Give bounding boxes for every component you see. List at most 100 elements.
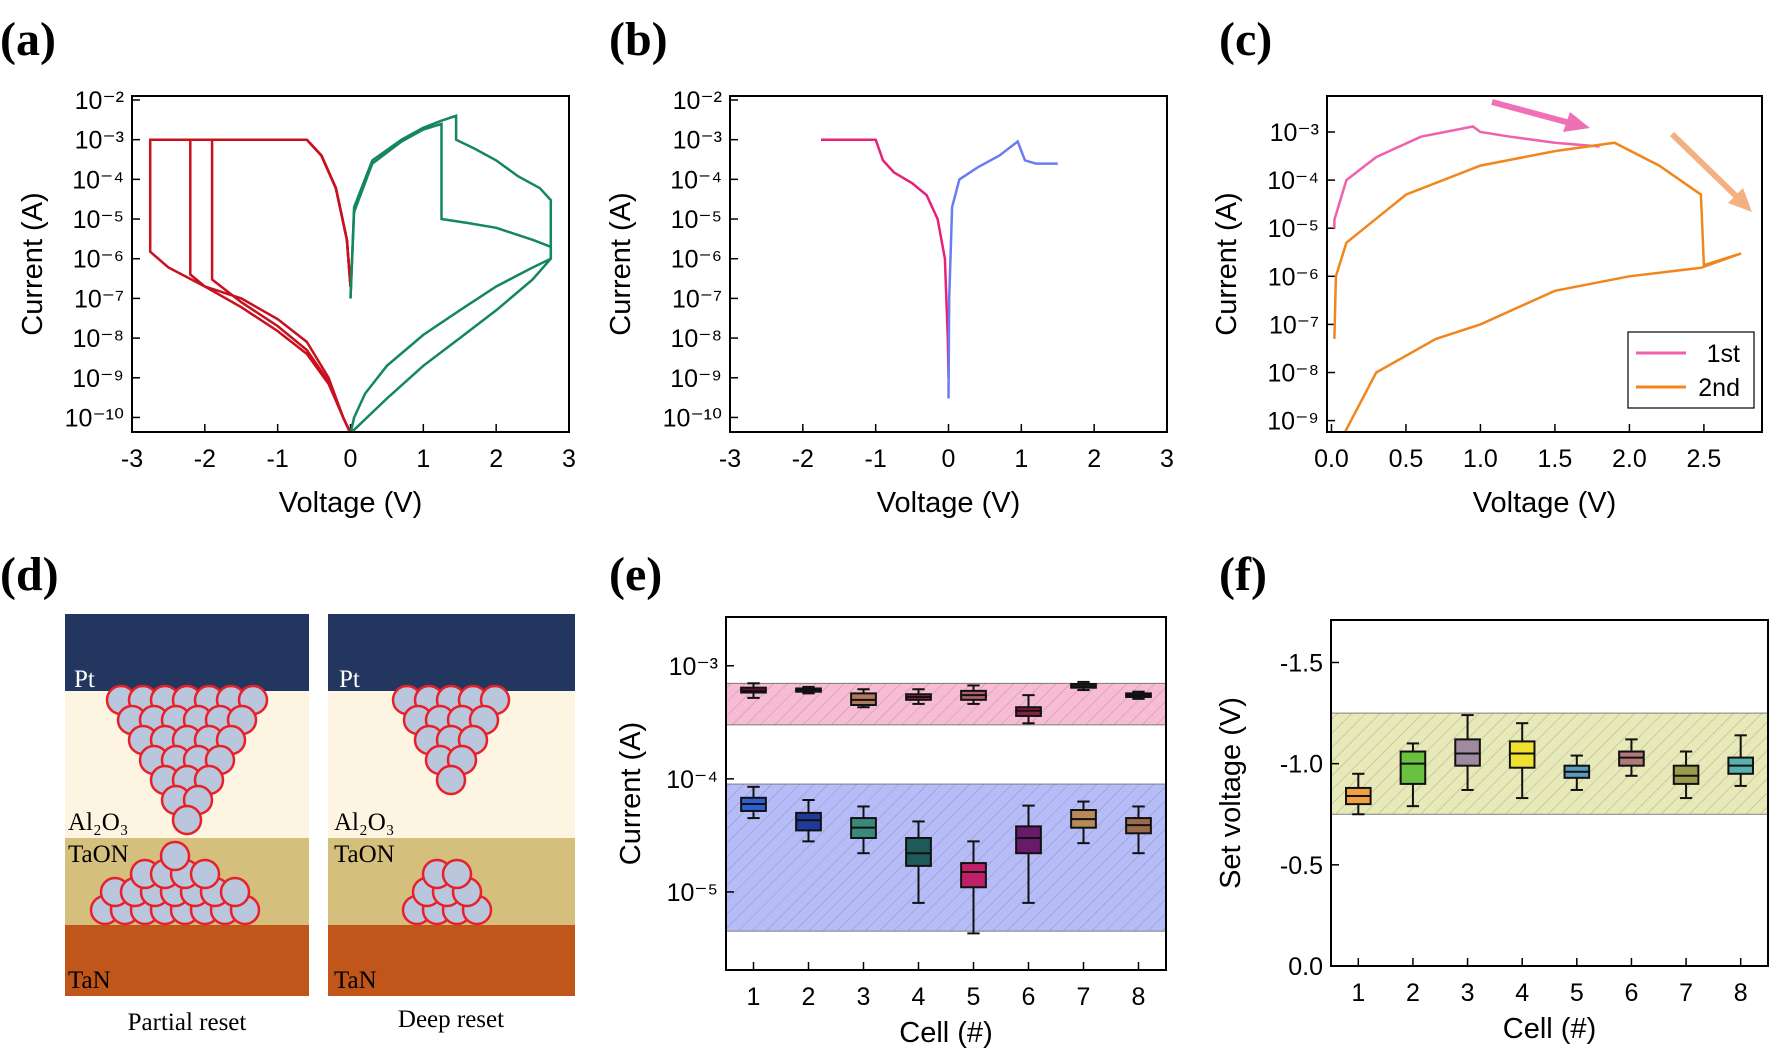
y-tick-label: 10⁻⁸ [1267, 360, 1319, 388]
x-tick-label: 1 [1351, 979, 1365, 1007]
panel-label: (e) [609, 548, 662, 601]
y-tick-label: 10⁻⁹ [670, 365, 722, 393]
y-tick-label: 10⁻³ [673, 127, 722, 155]
layer-pt [65, 614, 309, 691]
range-band-hatch [726, 683, 1166, 725]
y-tick-label: 10⁻⁷ [74, 285, 124, 313]
data-line [349, 114, 553, 432]
y-tick-label: 10⁻⁶ [1268, 263, 1319, 291]
box [1672, 764, 1700, 785]
layer-tan [328, 925, 575, 996]
x-tick-label: 3 [562, 445, 576, 473]
x-tick-label: -1 [865, 445, 887, 473]
panel-label: (c) [1219, 13, 1272, 66]
y-axis-label: Set voltage (V) [1215, 697, 1247, 889]
x-tick-label: 1 [416, 445, 430, 473]
x-tick-label: 8 [1132, 983, 1146, 1011]
layer-label: Al₂O₃ [68, 809, 129, 836]
plot-frame [729, 95, 1168, 433]
legend-label: 1st [1707, 340, 1740, 368]
y-tick-label: 10⁻⁸ [72, 325, 124, 353]
plot-frame [1326, 95, 1763, 433]
x-tick-label: 2 [802, 983, 816, 1011]
box [905, 836, 932, 867]
y-tick-label: 10⁻⁴ [666, 766, 718, 794]
particle [435, 764, 467, 796]
y-tick-label: 10⁻⁷ [1269, 311, 1319, 339]
x-tick-label: 2 [1087, 445, 1101, 473]
y-tick-label: -1.0 [1280, 751, 1323, 779]
x-axis-label: Voltage (V) [279, 487, 422, 519]
x-tick-label: 1 [1014, 445, 1028, 473]
x-tick-label: 6 [1624, 979, 1638, 1007]
arrow-head [1563, 112, 1590, 132]
y-tick-label: -0.5 [1280, 852, 1323, 880]
panel-label: (a) [0, 13, 56, 66]
x-tick-label: 2 [1406, 979, 1420, 1007]
y-tick-label: 10⁻⁵ [73, 206, 124, 234]
x-tick-label: 3 [1160, 445, 1174, 473]
caption: Deep reset [398, 1006, 504, 1033]
x-tick-label: 5 [967, 983, 981, 1011]
x-tick-label: 2 [489, 445, 503, 473]
legend-label: 2nd [1698, 374, 1740, 402]
data-line [1333, 125, 1600, 229]
y-tick-label: 10⁻⁵ [1268, 215, 1319, 243]
x-tick-label: 3 [857, 983, 871, 1011]
y-tick-label: -1.5 [1280, 649, 1323, 677]
y-tick-label: 10⁻¹⁰ [65, 404, 124, 432]
layer-label: TaON [68, 841, 129, 868]
box [1454, 738, 1481, 767]
y-tick-label: 10⁻⁷ [672, 285, 722, 313]
x-tick-label: -1 [267, 445, 289, 473]
x-tick-label: 2.0 [1612, 445, 1647, 473]
x-axis-label: Voltage (V) [877, 487, 1020, 519]
x-tick-label: 1.0 [1463, 445, 1498, 473]
data-line [947, 139, 1058, 399]
chart: (c) Voltage (V) Current (A) 10⁻⁹ 10⁻⁸ 10⁻⁷ 10⁻… [1211, 13, 1763, 519]
particle [171, 804, 203, 836]
panel-label: (f) [1219, 548, 1267, 601]
x-tick-label: 4 [1515, 979, 1529, 1007]
layer-label: TaON [334, 841, 395, 868]
box [1015, 825, 1042, 855]
y-tick-label: 10⁻⁴ [1267, 167, 1319, 195]
particle [441, 858, 473, 890]
x-tick-label: 0 [942, 445, 956, 473]
box [1618, 750, 1645, 767]
x-tick-label: 4 [912, 983, 926, 1011]
box [1508, 740, 1536, 769]
layer-label: Pt [74, 666, 95, 693]
layer-pt [328, 614, 575, 691]
y-axis-label: Current (A) [605, 192, 637, 335]
y-axis-label: Current (A) [17, 192, 49, 335]
panel-label: (d) [0, 548, 59, 601]
filament [89, 684, 511, 926]
x-axis-label: Voltage (V) [1473, 487, 1616, 519]
x-tick-label: 7 [1679, 979, 1693, 1007]
y-tick-label: 10⁻³ [1270, 119, 1319, 147]
caption: Partial reset [128, 1009, 247, 1036]
y-tick-label: 10⁻⁹ [1267, 408, 1319, 436]
box [795, 811, 822, 832]
layer-tan [65, 925, 309, 996]
box [960, 862, 987, 889]
plot-frame [131, 95, 570, 433]
arrow [1491, 99, 1571, 126]
x-axis-label: Cell (#) [899, 1017, 992, 1049]
layer-label: TaN [68, 967, 111, 994]
y-tick-label: 10⁻⁸ [670, 325, 722, 353]
x-tick-label: -2 [194, 445, 216, 473]
plot-frame [725, 616, 1167, 971]
annotation-arrows [1491, 99, 1752, 212]
layer-label: Al₂O₃ [334, 809, 395, 836]
y-tick-label: 10⁻⁹ [72, 365, 124, 393]
particle [189, 858, 221, 890]
x-tick-label: 1.5 [1538, 445, 1573, 473]
y-tick-label: 10⁻⁶ [671, 246, 722, 274]
y-tick-label: 10⁻³ [75, 127, 124, 155]
chart: (b)Voltage (V)Current (A)10⁻¹⁰10⁻⁹10⁻⁸10… [605, 13, 1174, 519]
y-tick-label: 10⁻⁵ [671, 206, 722, 234]
layer-label: Pt [339, 666, 360, 693]
